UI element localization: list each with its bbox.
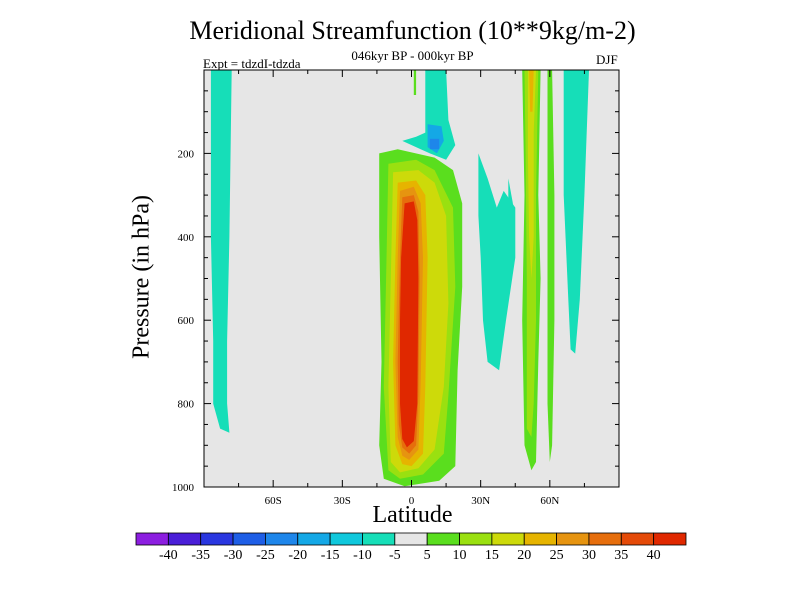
- colorbar-box: [167, 532, 202, 546]
- colorbar-label: -5: [389, 548, 401, 563]
- contour-region-0: [210, 70, 232, 433]
- chart-title: Meridional Streamfunction (10**9kg/m-2): [189, 16, 636, 45]
- experiment-label: Expt = tdzdI-tdzda: [203, 56, 301, 71]
- colorbar-box: [329, 532, 363, 546]
- colorbar-box: [394, 532, 428, 546]
- contour-region-4: [413, 70, 417, 95]
- colorbar-label: 35: [614, 548, 628, 563]
- colorbar-label: 20: [517, 548, 531, 563]
- contour-region-16: [529, 70, 534, 112]
- colorbar-box: [491, 532, 525, 546]
- colorbar-label: -40: [159, 548, 178, 563]
- contour-region-3: [429, 138, 440, 150]
- colorbar-label: -25: [256, 548, 275, 563]
- x-tick-label: 0: [409, 495, 415, 507]
- x-tick-label: 60S: [265, 495, 282, 507]
- colorbar-box: [265, 532, 299, 546]
- season-label: DJF: [596, 52, 618, 67]
- colorbar-box: [556, 532, 590, 546]
- contour-region-18: [563, 70, 589, 354]
- y-tick-label: 800: [178, 399, 195, 411]
- colorbar-box: [459, 532, 493, 546]
- y-tick-label: 600: [178, 315, 195, 327]
- colorbar-box: [426, 532, 460, 546]
- colorbar-label: -10: [353, 548, 372, 563]
- colorbar-box: [620, 532, 655, 546]
- colorbar-label: 5: [424, 548, 431, 563]
- y-tick-label: 1000: [172, 482, 195, 494]
- colorbar-label: 40: [647, 548, 661, 563]
- y-tick-label: 400: [178, 232, 195, 244]
- colorbar-label: -15: [321, 548, 340, 563]
- contour-region-5: [478, 153, 516, 371]
- colorbar-box: [653, 532, 687, 546]
- contour-region-12: [400, 201, 419, 448]
- colorbar-label: 25: [550, 548, 564, 563]
- colorbar-label: -20: [288, 548, 307, 563]
- colorbar-box: [135, 532, 169, 546]
- chart-subtitle: 046kyr BP - 000kyr BP: [351, 48, 474, 63]
- contour-region-19: [508, 178, 513, 237]
- colorbar-box: [200, 532, 234, 546]
- colorbar-label: 15: [485, 548, 499, 563]
- contour-region-17: [547, 70, 555, 462]
- colorbar-box: [362, 532, 396, 546]
- x-tick-label: 30N: [471, 495, 490, 507]
- colorbar-box: [588, 532, 622, 546]
- y-tick-label: 200: [178, 148, 195, 160]
- colorbar-box: [523, 532, 557, 546]
- colorbar-box: [297, 532, 331, 546]
- x-tick-label: 30S: [334, 495, 351, 507]
- colorbar-box: [232, 532, 266, 546]
- colorbar-label: 10: [453, 548, 467, 563]
- x-tick-label: 60N: [540, 495, 559, 507]
- colorbar-label: -35: [191, 548, 210, 563]
- colorbar-label: -30: [224, 548, 243, 563]
- contour-region-15: [527, 70, 536, 279]
- colorbar-label: 30: [582, 548, 596, 563]
- x-axis-label: Latitude: [372, 502, 453, 528]
